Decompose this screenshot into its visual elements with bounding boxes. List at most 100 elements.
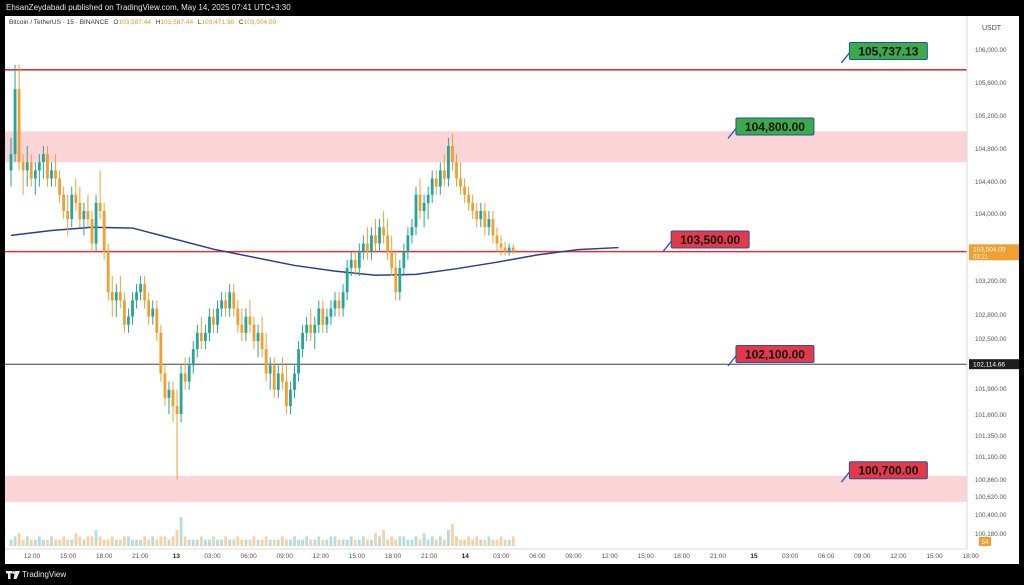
price-tick-label: 101,600.00 [975,412,1007,419]
volume-bar [163,536,167,546]
volume-bar [74,533,78,546]
time-tick-label: 21:00 [132,553,149,560]
volume-bar [511,536,515,546]
volume-bar [50,536,53,546]
candle-body [491,219,495,236]
candle-body [434,178,438,187]
candle-body [285,381,288,406]
price-tick-label: 104,000.00 [975,211,1007,218]
volume-bar [442,539,446,546]
volume-bar [503,539,507,546]
candle-body [70,194,74,220]
candle-body [276,373,280,390]
close-value: 103,504.09 [243,19,277,26]
candle-body [289,389,292,406]
callout-label: 102,100.00 [745,348,805,362]
volume-bar [467,536,471,546]
volume-bar [248,539,252,546]
price-tick-label: 101,100.00 [975,454,1007,461]
volume-bar [143,536,147,546]
candle-body [483,211,487,228]
price-tick-label: 102,800.00 [975,312,1007,319]
volume-bar [70,539,74,546]
price-tick-label: 101,900.00 [975,386,1007,393]
candle-body [280,373,284,382]
candle-body [475,211,479,220]
volume-bar [131,539,134,546]
price-tick-label: 104,400.00 [975,179,1007,186]
candle-body [503,247,507,252]
candle-body [406,235,410,252]
volume-bar [66,539,70,546]
volume-bar [175,530,179,546]
candle-body [46,154,49,179]
volume-bar [252,536,256,546]
time-tick-label: 18:00 [96,553,113,560]
chart-area[interactable]: 105,737.13 104,800.00 103,500.00 102,100.00… [5,16,1019,564]
volume-bar [195,539,199,546]
time-tick-label: 15:00 [349,553,366,560]
volume-bar [406,539,410,546]
candle-body [386,235,390,252]
candle-body [353,259,357,268]
volume-bar [418,539,422,546]
candle-body [370,235,373,252]
candle-body [159,332,163,374]
candle-body [9,154,13,171]
candle-body [78,202,82,220]
volume-bar [21,539,25,546]
candle-body [86,211,90,220]
countdown-label: 03:21 [973,254,989,260]
candle-body [426,194,430,203]
volume-bar [58,539,61,546]
candle-body [361,243,365,252]
time-tick-label: 09:00 [854,553,871,560]
crosshair-price-badge [969,359,1019,370]
volume-bar [78,536,82,546]
volume-bar [394,539,398,546]
volume-bar [451,523,454,546]
volume-bar [357,539,361,546]
candle-body [272,365,276,390]
candle-body [175,406,179,415]
candle-body [479,211,483,220]
candle-body [357,251,361,268]
price-tick-label: 101,350.00 [975,433,1007,440]
volume-bar [123,536,126,546]
candle-body [179,373,183,415]
time-tick-label: 06:00 [818,553,835,560]
candle-body [33,170,37,179]
price-tick-label: 102,500.00 [975,336,1007,343]
candle-body [313,324,317,333]
price-chart[interactable]: 105,737.13 104,800.00 103,500.00 102,100.00… [5,16,1019,564]
volume-badge [979,537,991,546]
volume-bar [390,536,394,546]
candle-body [110,292,114,301]
volume-bar [98,536,102,546]
volume-bar [507,539,511,546]
volume-bar [479,539,483,546]
callout-box [735,345,815,363]
volume-bar [317,536,321,546]
time-tick-label: 18:00 [385,553,402,560]
volume-bar [438,536,442,546]
callout-box [848,461,928,480]
callout-pointer [840,471,850,483]
callout-pointer [662,241,672,252]
volume-bar [135,539,138,546]
volume-bar [183,536,187,546]
volume-bar [236,536,240,546]
volume-bar [114,539,118,546]
candle-body [13,89,17,155]
current-price-label: 103,504.09 [973,246,1006,253]
volume-bar [430,536,434,546]
candle-body [21,162,25,171]
moving-average-line [10,226,619,276]
volume-bar [240,539,244,546]
time-tick-label: 12:00 [601,553,618,560]
candle-body [147,300,151,317]
time-tick-label: 06:00 [529,553,546,560]
volume-bar [46,539,49,546]
time-tick-label: 14 [462,553,470,560]
